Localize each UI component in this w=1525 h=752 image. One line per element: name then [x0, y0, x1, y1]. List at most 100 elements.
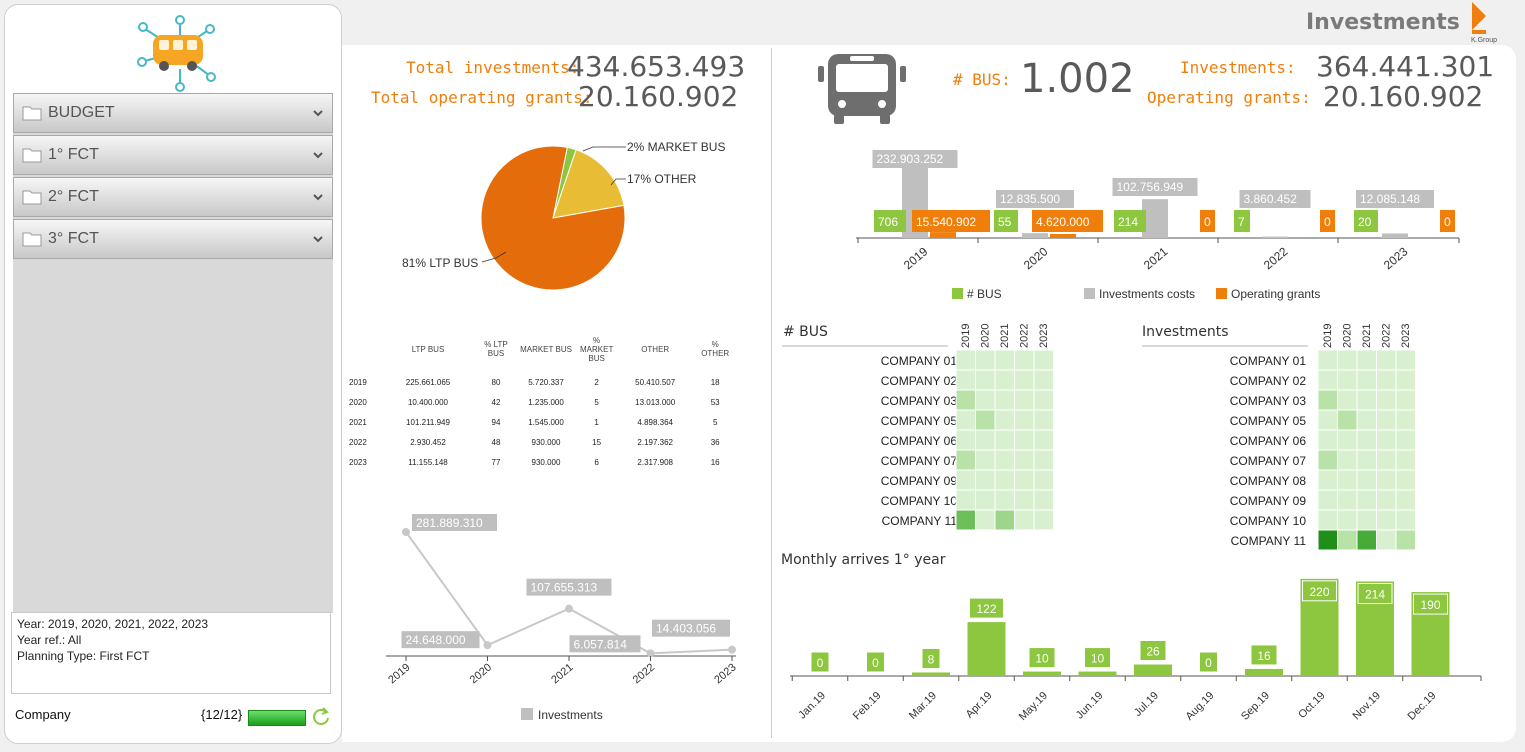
- bar-operating-grants[interactable]: [1050, 234, 1076, 238]
- heatmap-cell[interactable]: [1356, 529, 1377, 550]
- heatmap-cell[interactable]: [1356, 349, 1377, 371]
- month-bar[interactable]: [1078, 671, 1117, 676]
- heatmap-cell[interactable]: [1014, 469, 1035, 491]
- heatmap-cell[interactable]: [1376, 369, 1397, 391]
- heatmap-cell[interactable]: [1356, 409, 1377, 431]
- heatmap-cell[interactable]: [994, 389, 1015, 411]
- heatmap-cell[interactable]: [1014, 409, 1035, 431]
- heatmap-cell[interactable]: [994, 449, 1015, 471]
- heatmap-cell[interactable]: [1376, 489, 1397, 511]
- heatmap-cell[interactable]: [994, 409, 1015, 431]
- heatmap-cell[interactable]: [1317, 509, 1338, 531]
- line-point[interactable]: [483, 641, 492, 650]
- heatmap-cell[interactable]: [1014, 489, 1035, 511]
- heatmap-cell[interactable]: [1337, 509, 1358, 531]
- heatmap-cell[interactable]: [955, 369, 976, 391]
- heatmap-cell[interactable]: [1317, 349, 1338, 371]
- heatmap-cell[interactable]: [1033, 469, 1054, 491]
- heatmap-cell[interactable]: [1033, 369, 1054, 391]
- heatmap-cell[interactable]: [994, 489, 1015, 511]
- line-point[interactable]: [565, 604, 573, 613]
- heatmap-cell[interactable]: [1395, 489, 1416, 511]
- heatmap-cell[interactable]: [1376, 449, 1397, 471]
- heatmap-cell[interactable]: [1376, 389, 1397, 411]
- refresh-icon[interactable]: [311, 706, 331, 728]
- heatmap-cell[interactable]: [1395, 529, 1416, 550]
- month-bar[interactable]: [1134, 664, 1172, 676]
- heatmap-cell[interactable]: [955, 429, 976, 451]
- heatmap-cell[interactable]: [1317, 469, 1338, 491]
- heatmap-cell[interactable]: [1337, 409, 1358, 431]
- month-bar[interactable]: [1023, 671, 1061, 676]
- heatmap-cell[interactable]: [1337, 489, 1358, 511]
- heatmap-cell[interactable]: [1395, 409, 1416, 431]
- heatmap-cell[interactable]: [1337, 389, 1358, 411]
- heatmap-cell[interactable]: [1033, 389, 1054, 411]
- heatmap-cell[interactable]: [1317, 409, 1338, 431]
- heatmap-cell[interactable]: [994, 509, 1015, 531]
- heatmap-cell[interactable]: [1337, 469, 1358, 491]
- month-bar[interactable]: [912, 672, 950, 676]
- sidebar-item-3-fct[interactable]: 3° FCT: [13, 219, 333, 259]
- heatmap-cell[interactable]: [1376, 429, 1397, 451]
- sidebar-item-budget[interactable]: BUDGET: [13, 93, 333, 133]
- heatmap-cell[interactable]: [1014, 509, 1035, 531]
- heatmap-cell[interactable]: [975, 489, 996, 511]
- heatmap-cell[interactable]: [955, 449, 976, 471]
- bar-investments[interactable]: [1262, 236, 1288, 238]
- sidebar-item-1-fct[interactable]: 1° FCT: [13, 135, 333, 175]
- heatmap-cell[interactable]: [1317, 369, 1338, 391]
- heatmap-cell[interactable]: [1376, 529, 1397, 550]
- heatmap-cell[interactable]: [1376, 409, 1397, 431]
- pie-slice[interactable]: [480, 145, 626, 291]
- heatmap-cell[interactable]: [1395, 429, 1416, 451]
- heatmap-cell[interactable]: [1014, 349, 1035, 371]
- heatmap-cell[interactable]: [1014, 429, 1035, 451]
- line-point[interactable]: [728, 645, 736, 654]
- heatmap-cell[interactable]: [1317, 489, 1338, 511]
- heatmap-cell[interactable]: [1317, 449, 1338, 471]
- bar-investments[interactable]: [1142, 199, 1168, 238]
- heatmap-cell[interactable]: [1014, 369, 1035, 391]
- heatmap-cell[interactable]: [1395, 509, 1416, 531]
- month-bar[interactable]: [967, 622, 1006, 676]
- heatmap-cell[interactable]: [1337, 429, 1358, 451]
- heatmap-cell[interactable]: [1395, 449, 1416, 471]
- heatmap-cell[interactable]: [975, 389, 996, 411]
- heatmap-cell[interactable]: [975, 369, 996, 391]
- heatmap-cell[interactable]: [1395, 469, 1416, 491]
- heatmap-cell[interactable]: [955, 509, 976, 531]
- heatmap-cell[interactable]: [1337, 349, 1358, 371]
- month-bar[interactable]: [1245, 668, 1283, 676]
- heatmap-cell[interactable]: [955, 469, 976, 491]
- heatmap-cell[interactable]: [1014, 389, 1035, 411]
- company-filter-label[interactable]: Company: [15, 707, 71, 722]
- heatmap-cell[interactable]: [1356, 389, 1377, 411]
- heatmap-cell[interactable]: [1317, 529, 1338, 550]
- heatmap-cell[interactable]: [1356, 369, 1377, 391]
- heatmap-cell[interactable]: [994, 369, 1015, 391]
- heatmap-cell[interactable]: [1317, 389, 1338, 411]
- heatmap-cell[interactable]: [1014, 449, 1035, 471]
- heatmap-cell[interactable]: [1395, 349, 1416, 371]
- heatmap-cell[interactable]: [1356, 469, 1377, 491]
- bar-investments[interactable]: [1022, 233, 1048, 238]
- heatmap-cell[interactable]: [1395, 389, 1416, 411]
- sidebar-item-2-fct[interactable]: 2° FCT: [13, 177, 333, 217]
- heatmap-cell[interactable]: [1356, 429, 1377, 451]
- heatmap-cell[interactable]: [1033, 489, 1054, 511]
- heatmap-cell[interactable]: [975, 509, 996, 531]
- heatmap-cell[interactable]: [975, 469, 996, 491]
- heatmap-cell[interactable]: [1033, 349, 1054, 371]
- heatmap-cell[interactable]: [1033, 509, 1054, 531]
- heatmap-cell[interactable]: [994, 429, 1015, 451]
- heatmap-cell[interactable]: [1395, 369, 1416, 391]
- heatmap-cell[interactable]: [955, 349, 976, 371]
- heatmap-cell[interactable]: [1317, 429, 1338, 451]
- bar-investments[interactable]: [1382, 233, 1408, 238]
- line-point[interactable]: [402, 528, 410, 536]
- heatmap-cell[interactable]: [955, 389, 976, 411]
- heatmap-cell[interactable]: [1337, 529, 1358, 550]
- pie-slice[interactable]: [552, 149, 625, 219]
- heatmap-cell[interactable]: [994, 349, 1015, 371]
